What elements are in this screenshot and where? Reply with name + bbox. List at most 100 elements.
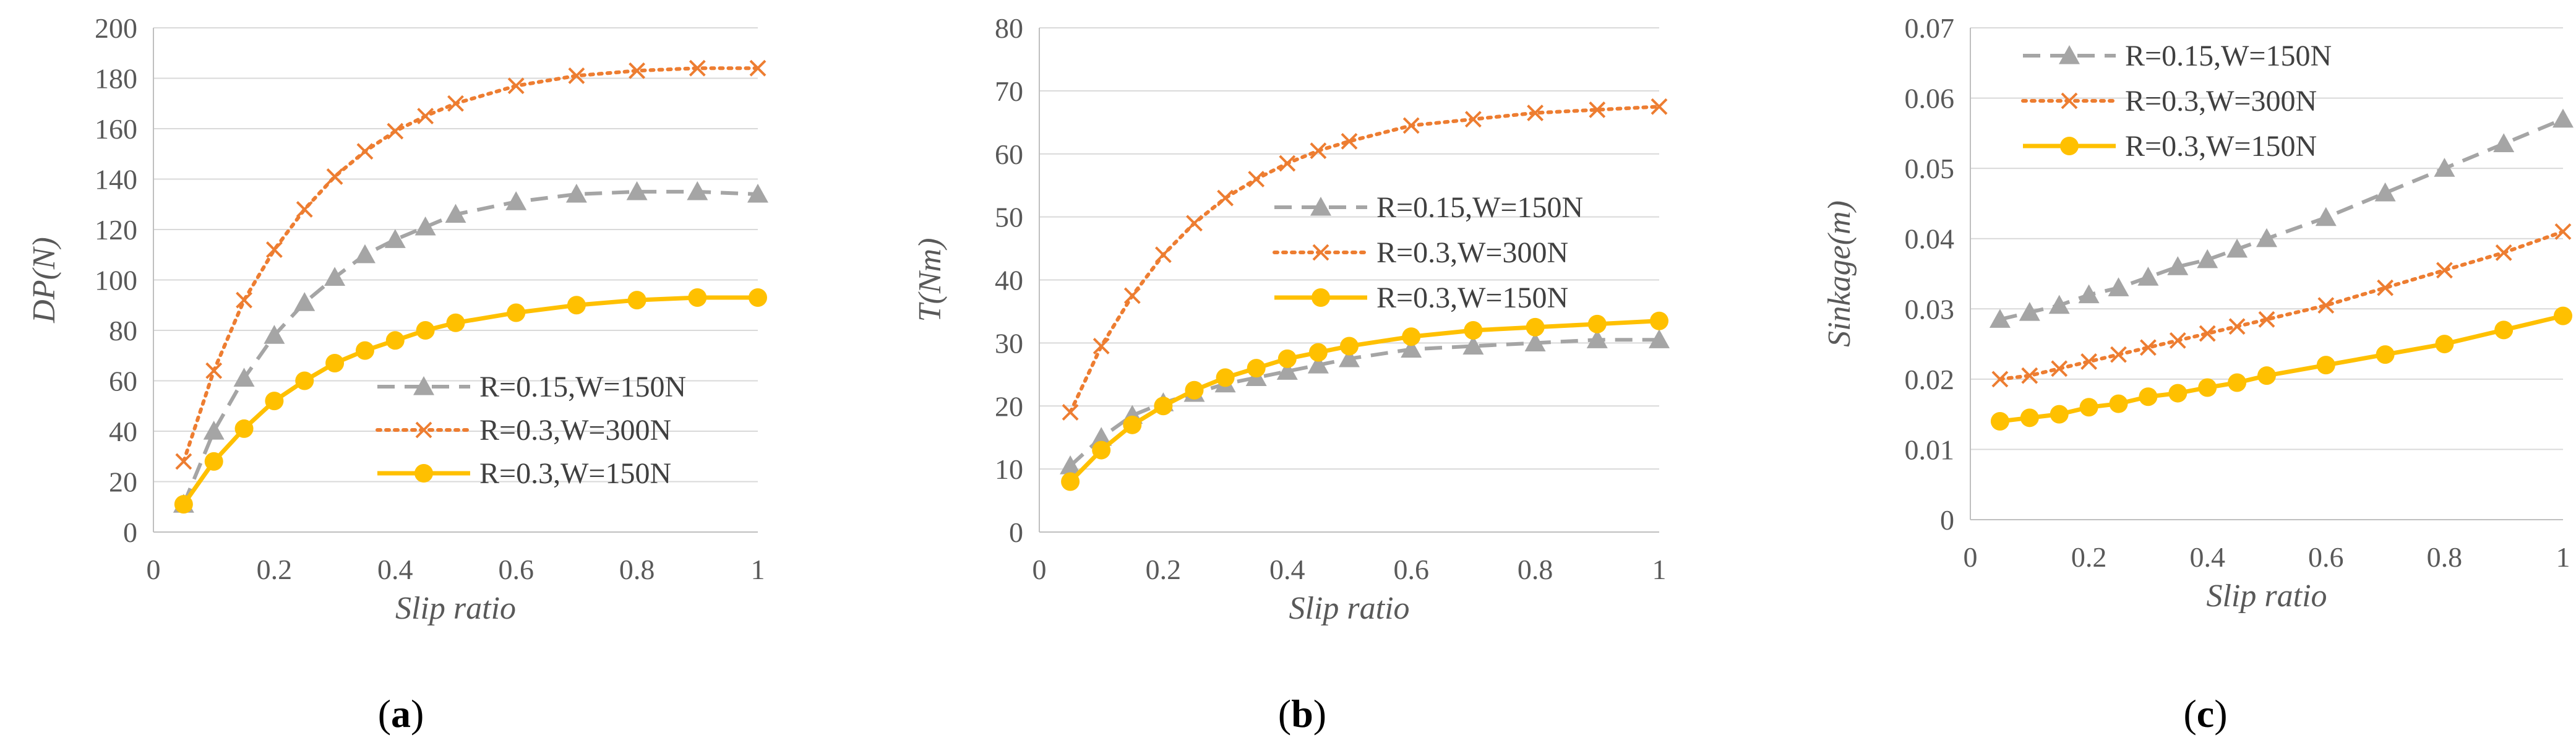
data-point [1464,321,1483,340]
data-point [2434,158,2455,177]
data-point [1123,415,1142,434]
data-point [2048,294,2070,314]
y-axis-title: Sinkage(m) [1822,200,1857,347]
data-point [1279,155,1296,172]
data-point [1990,412,2009,431]
data-point [416,321,435,340]
data-point [356,143,374,160]
y-tick-label: 0.04 [1905,223,1955,255]
panel-letter: b [1291,692,1313,736]
y-tick-label: 160 [95,113,137,145]
data-point [326,168,343,185]
panel-label-close: ) [2214,692,2227,736]
legend-label: R=0.15,W=150N [479,371,686,403]
series-line [1999,117,2564,322]
data-point [204,452,223,471]
data-point [2226,238,2248,258]
data-point [2436,262,2453,279]
legend-label: R=0.15,W=150N [2125,40,2332,72]
y-tick-label: 60 [995,139,1023,170]
data-point [2020,408,2039,427]
data-point [296,200,313,218]
data-point [354,244,376,264]
data-point [2315,207,2337,226]
data-point [1651,98,1668,115]
data-point [2199,325,2216,342]
series-1 [1989,108,2574,328]
data-point [2554,223,2572,240]
data-point [1123,287,1141,304]
data-point [1154,246,1172,264]
x-tick-label: 0.2 [2071,541,2107,573]
x-tick-label: 0.4 [377,554,413,585]
data-point [1091,427,1112,446]
data-point [1650,311,1668,330]
data-point [414,216,436,236]
data-point [1310,142,1327,160]
x-tick-label: 0.4 [1269,554,1305,585]
series-1 [173,181,768,513]
legend-label: R=0.3,W=300N [2125,85,2317,118]
legend-marker [2059,45,2080,64]
data-point [446,313,465,332]
legend-label: R=0.3,W=150N [1376,281,1568,314]
legend-marker [414,464,433,483]
x-tick-label: 0 [1964,541,1978,573]
panel-letter: c [2197,692,2214,736]
data-point [2228,318,2246,335]
data-point [1341,132,1358,150]
legend-marker [413,376,434,395]
data-point [2051,360,2068,377]
legend-label: R=0.3,W=150N [479,457,671,490]
data-point [689,59,706,77]
data-point [507,77,525,95]
data-point [2494,320,2514,340]
data-point [1589,101,1606,118]
series-2 [175,59,766,470]
chart-panel-a: 0 20 40 60 80 100 120 140 160 180 200 0 0.2 0.4 0.6 0.8… [27,12,768,736]
data-point [387,122,404,140]
data-point [2019,301,2040,321]
data-point [265,392,284,411]
series-2 [1991,223,2572,388]
legend: R=0.15,W=150N R=0.3,W=300N R=0.3,W=150N [376,371,686,490]
x-axis-title: Slip ratio [2206,578,2327,614]
panel-label-open: ( [1278,692,1291,736]
series-3 [1990,306,2572,431]
data-point [749,59,766,77]
y-axis-title: T(Nm) [912,238,948,322]
data-point [2435,335,2454,354]
data-point [294,292,316,311]
y-tick-label: 0.07 [1905,12,1955,44]
data-point [2139,387,2158,406]
data-point [2109,394,2128,413]
data-point [2257,366,2276,385]
x-tick-label: 0.6 [2308,541,2344,573]
data-point [1989,309,2011,328]
data-point [2080,353,2098,370]
x-tick-label: 0.8 [1518,554,1553,585]
x-tick-label: 0.8 [2427,541,2463,573]
data-point [1527,105,1544,121]
y-tick-label: 0.02 [1905,364,1955,395]
y-tick-label: 100 [95,265,137,296]
data-point [1308,343,1328,362]
data-point [295,371,314,390]
legend-marker [415,421,432,439]
data-point [1092,440,1111,460]
y-axis-title: DP(N) [27,237,62,324]
data-point [2552,108,2574,128]
data-point [2493,133,2515,152]
panel-label: (a) [378,692,424,736]
data-point [1061,472,1080,491]
chart-panel-b: 0 10 20 30 40 50 60 70 80 0 0.2 0.4 0.6 0.8 1 Slip rati… [912,12,1670,736]
y-tick-label: 70 [995,75,1023,107]
data-point [417,108,434,125]
panel-label: (c) [2183,692,2227,736]
data-point [1185,380,1204,400]
data-point [507,303,526,322]
x-tick-label: 0.6 [498,554,534,585]
y-tick-label: 180 [95,63,137,95]
legend: R=0.15,W=150N R=0.3,W=300N R=0.3,W=150N [2021,40,2332,163]
